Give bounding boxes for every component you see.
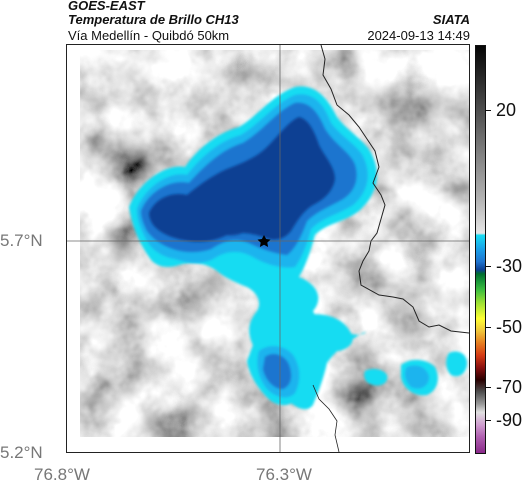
cold-cloud-core (149, 117, 335, 242)
colorbar (475, 45, 486, 454)
colorbar-tick (486, 387, 491, 388)
colorbar-label-minus-30: -30 (496, 256, 523, 276)
lat-label-5-7: 5.7°N (0, 231, 43, 250)
satellite-image (67, 45, 469, 452)
colorbar-label-minus-70: -70 (496, 377, 523, 397)
lon-label-76-8: 76.8°W (34, 465, 90, 484)
org-label: SIATA (432, 12, 470, 27)
colorbar-tick (486, 327, 491, 328)
route-label: Vía Medellín - Quibdó 50km (68, 28, 230, 43)
timestamp: 2024-09-13 14:49 (367, 28, 470, 43)
satellite-title: GOES-EAST (68, 0, 145, 13)
star-icon (257, 235, 271, 247)
colorbar-tick (486, 266, 491, 267)
colorbar-label-minus-90: -90 (496, 410, 523, 430)
colorbar-label-minus-50: -50 (496, 317, 523, 337)
colorbar-tick (486, 110, 491, 111)
product-title: Temperatura de Brillo CH13 (68, 12, 239, 27)
colorbar-tick (486, 420, 491, 421)
department-boundary (320, 45, 469, 334)
map-panel[interactable] (66, 44, 470, 453)
lon-label-76-3: 76.3°W (256, 465, 312, 484)
colorbar-label-20: 20 (496, 100, 517, 120)
lat-label-5-2: 5.2°N (0, 443, 43, 462)
municipal-boundary (312, 384, 340, 452)
